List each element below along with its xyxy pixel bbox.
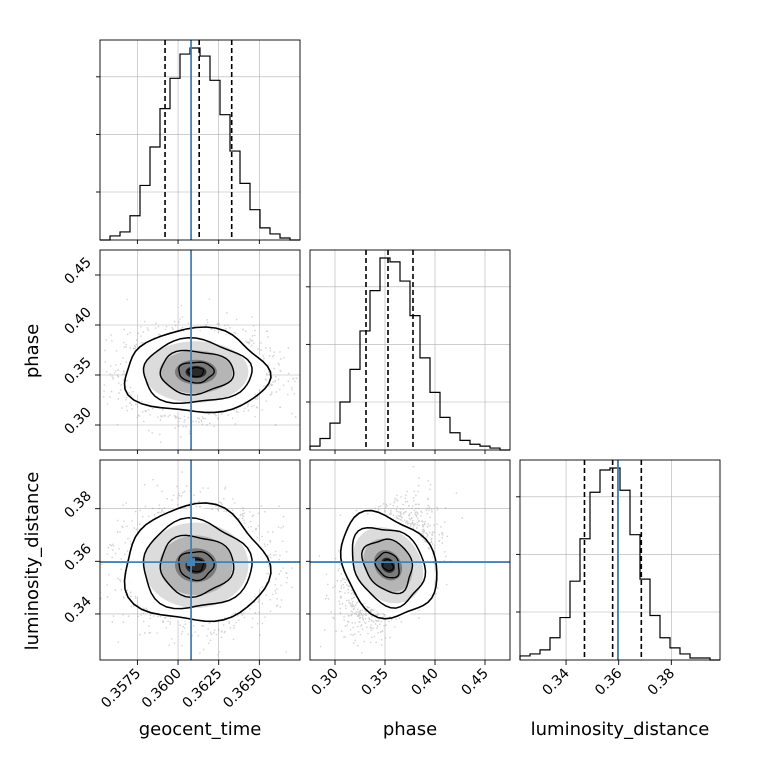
contour-2: [159, 534, 235, 599]
hist-panel-geocent-time: [96, 39, 301, 241]
y-tick-label-phase-1: 0.35: [62, 354, 95, 387]
histogram-luminosity-distance: [519, 467, 720, 661]
histogram-phase: [309, 257, 510, 451]
contour-1: [351, 526, 427, 609]
y-tick-label-phase-3: 0.45: [62, 254, 95, 287]
scatter-panel-phase-vs-luminosity-distance: [309, 459, 511, 661]
contour-4: [187, 366, 205, 378]
x-tick-label-luminosity-distance-1: 0.36: [592, 665, 625, 698]
x-axis-label-geocent-time: geocent_time: [139, 719, 262, 740]
contour-0: [123, 326, 272, 414]
contour-1: [142, 516, 253, 610]
x-tick-label-phase-2: 0.40: [408, 666, 441, 699]
scatter-frame: [99, 249, 301, 451]
x-tick-label-geocent-time-1: 0.3600: [139, 666, 185, 712]
x-tick-label-luminosity-distance-2: 0.38: [645, 666, 678, 699]
y-tick-label-phase-2: 0.40: [62, 304, 95, 337]
contour-1: [142, 336, 253, 405]
hist-panel-luminosity-distance: [516, 459, 721, 661]
x-tick-label-luminosity-distance-0: 0.34: [540, 665, 573, 698]
contour-3: [178, 361, 215, 384]
x-tick-label-phase-3: 0.45: [458, 666, 491, 699]
y-axis-label-phase: phase: [22, 324, 43, 378]
y-axis-label-luminosity-distance: luminosity_distance: [22, 472, 43, 651]
y-tick-label-phase-0: 0.30: [62, 404, 95, 437]
histogram-geocent-time: [100, 47, 300, 241]
y-tick-label-luminosity-distance-0: 0.34: [62, 593, 95, 626]
y-tick-label-luminosity-distance-2: 0.38: [62, 488, 95, 521]
contour-0: [123, 502, 272, 623]
truth-marker: [187, 558, 196, 567]
scatter-frame: [309, 459, 511, 661]
hist-frame-geocent-time: [99, 39, 301, 241]
contour-0: [339, 509, 438, 620]
hist-frame-phase: [309, 249, 511, 451]
x-tick-label-geocent-time-0: 0.3575: [98, 666, 144, 712]
x-tick-label-geocent-time-3: 0.3650: [220, 666, 266, 712]
scatter-frame: [99, 459, 301, 661]
contour-3: [178, 551, 215, 582]
hist-frame-luminosity-distance: [519, 459, 721, 661]
x-tick-label-phase-0: 0.30: [308, 666, 341, 699]
hist-panel-phase: [306, 249, 511, 451]
x-tick-label-geocent-time-2: 0.3625: [180, 666, 226, 712]
x-axis-label-phase: phase: [383, 719, 437, 740]
scatter-panel-geocent-time-vs-luminosity-distance: [99, 459, 301, 661]
contour-4: [382, 559, 395, 572]
x-tick-label-phase-1: 0.35: [358, 666, 391, 699]
scatter-panel-geocent-time-vs-phase: [99, 249, 301, 451]
y-tick-label-luminosity-distance-1: 0.36: [62, 541, 95, 574]
contour-3: [374, 551, 400, 579]
contour-2: [159, 349, 235, 396]
x-axis-label-luminosity-distance: luminosity_distance: [531, 719, 710, 740]
contour-2: [360, 538, 414, 595]
